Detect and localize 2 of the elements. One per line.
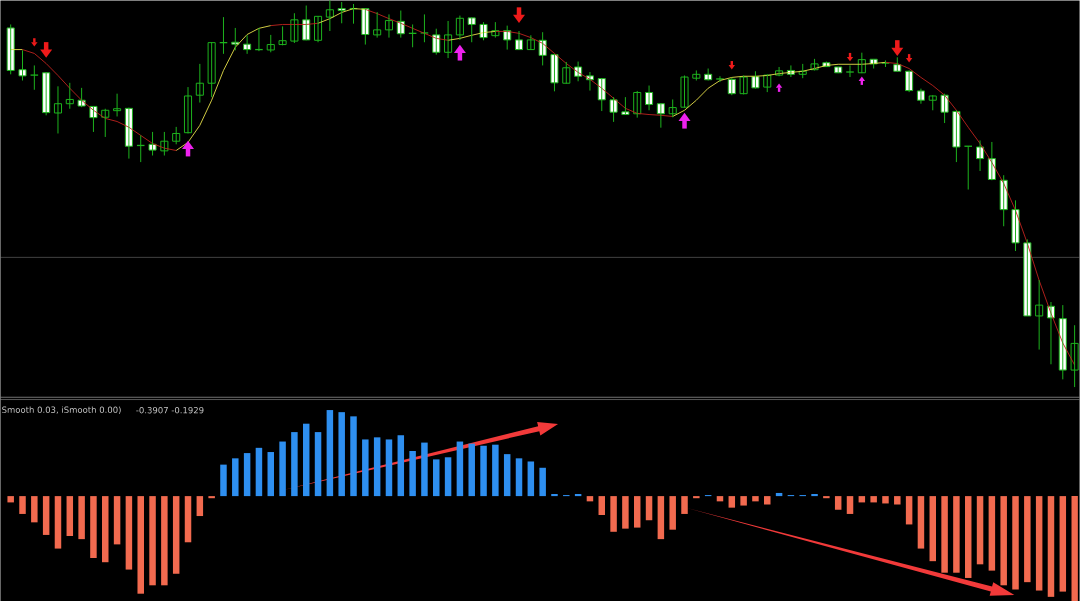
annotation: -0.3907 -0.1929 [136,406,204,414]
chart-title: Smooth 0.03, iSmooth 0.00) [2,406,121,414]
